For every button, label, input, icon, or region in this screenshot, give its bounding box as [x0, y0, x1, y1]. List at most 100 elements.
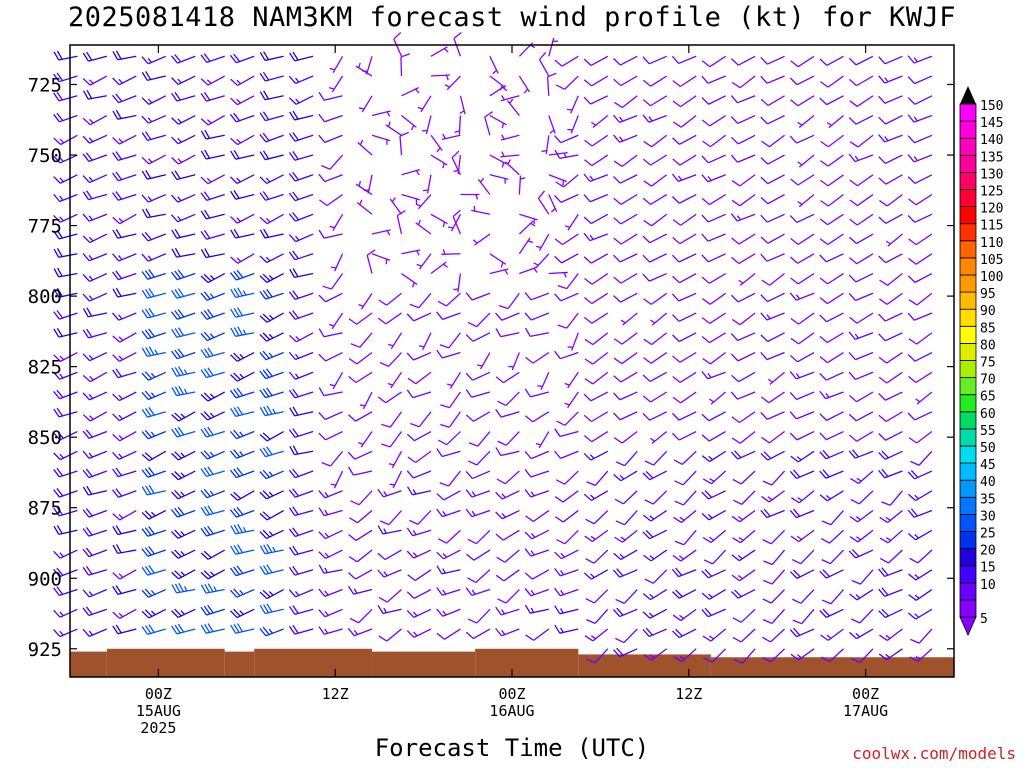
wind-barb [436, 448, 461, 458]
barb-full-feather [236, 544, 244, 554]
barb-full-feather [204, 149, 211, 159]
wind-barb [440, 391, 461, 409]
wind-barb [467, 569, 491, 584]
barb-full-feather [82, 191, 90, 200]
barb-full-feather [141, 453, 150, 462]
wind-barb [230, 253, 255, 264]
barb-full-feather [850, 478, 859, 485]
wind-barb [819, 371, 844, 381]
barb-full-feather [174, 471, 182, 479]
wind-barb [848, 449, 874, 459]
barb-full-feather [554, 450, 562, 459]
barb-full-feather [141, 115, 149, 124]
barb-full-feather [292, 527, 299, 536]
wind-barb [613, 332, 638, 345]
barb-full-feather [56, 586, 64, 595]
barb-shaft [591, 411, 609, 423]
barb-full-feather [115, 171, 123, 180]
barb-full-feather [171, 387, 178, 396]
barb-full-feather [259, 192, 267, 201]
barb-full-feather [554, 238, 563, 246]
x-tick-label: 00Z [498, 685, 525, 703]
barb-full-feather [819, 314, 828, 323]
barb-full-feather [613, 237, 622, 245]
barb-half-feather [619, 116, 624, 122]
barb-full-feather [584, 338, 594, 346]
barb-full-feather [672, 554, 682, 562]
barb-half-feather [507, 159, 511, 165]
barb-half-feather [89, 415, 94, 420]
wind-barb [701, 450, 726, 463]
barb-shaft [453, 38, 462, 57]
barb-full-feather [495, 627, 503, 637]
wind-barb [613, 75, 638, 87]
wind-barb [910, 628, 933, 644]
wind-barb [454, 115, 462, 135]
barb-full-feather [908, 198, 917, 206]
barb-shaft [620, 233, 638, 245]
barb-full-feather [702, 635, 712, 642]
wind-barb [672, 193, 697, 204]
barb-full-feather [236, 387, 244, 397]
wind-barb [112, 312, 137, 321]
wind-barb [112, 608, 137, 619]
barb-shaft [914, 312, 933, 321]
source-credit[interactable]: coolwx.com/models [852, 744, 1016, 763]
wind-barb [848, 371, 874, 381]
barb-full-feather [642, 235, 651, 244]
wind-barb [82, 351, 108, 362]
barb-full-feather [112, 137, 120, 145]
wind-barb [879, 273, 903, 286]
barb-full-feather [406, 389, 414, 399]
colorbar-swatch [959, 565, 977, 584]
barb-full-feather [732, 499, 743, 505]
barb-full-feather [53, 155, 61, 164]
barb-shaft [399, 136, 403, 156]
barb-full-feather [822, 449, 830, 458]
barb-full-feather [672, 158, 681, 166]
barb-shaft [503, 569, 520, 582]
barb-full-feather [230, 327, 237, 337]
colorbar-swatch [959, 206, 977, 225]
wind-barb [730, 332, 756, 342]
barb-full-feather [263, 604, 270, 614]
barb-full-feather [730, 391, 738, 400]
wind-barb [701, 75, 726, 84]
barb-full-feather [730, 294, 739, 303]
barb-full-feather [288, 234, 297, 243]
barb-full-feather [406, 313, 415, 322]
wind-barb [498, 292, 520, 310]
wind-barb [467, 608, 491, 624]
barb-full-feather [495, 376, 504, 384]
wind-barb [112, 287, 137, 298]
barb-shaft [505, 431, 520, 446]
barb-half-feather [453, 288, 459, 291]
wind-barb [200, 209, 225, 220]
barb-full-feather [233, 407, 240, 416]
barb-half-feather [533, 262, 539, 266]
barb-full-feather [141, 469, 149, 478]
barb-full-feather [760, 334, 769, 342]
wind-barb [288, 151, 314, 161]
barb-half-feather [59, 630, 64, 636]
barb-full-feather [229, 509, 237, 518]
barb-full-feather [377, 396, 387, 404]
barb-full-feather [233, 372, 241, 381]
wind-barb [170, 213, 196, 223]
barb-half-feather [677, 175, 683, 181]
barb-full-feather [451, 150, 460, 159]
barb-half-feather [797, 497, 803, 502]
barb-full-feather [878, 333, 886, 342]
wind-barb [141, 371, 167, 381]
barb-half-feather [265, 177, 271, 183]
barb-full-feather [674, 540, 685, 546]
wind-barb [53, 229, 78, 240]
wind-barb [496, 549, 520, 563]
barb-half-feather [59, 433, 64, 439]
barb-half-feather [679, 655, 686, 660]
wind-barb [519, 266, 538, 275]
wind-barb [200, 92, 225, 102]
wind-barb [613, 549, 638, 561]
barb-half-feather [649, 654, 655, 659]
colorbar-swatch [959, 394, 977, 413]
